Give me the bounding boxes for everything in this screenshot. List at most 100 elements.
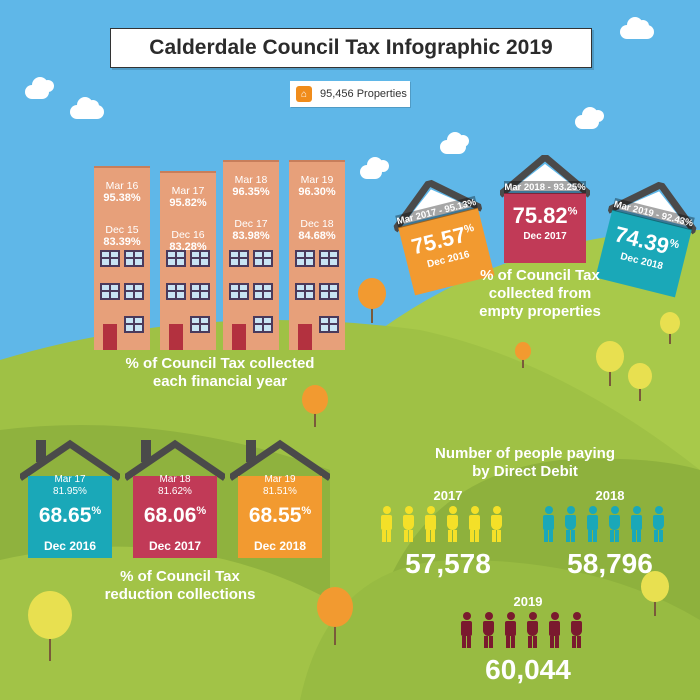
apartment-building: Mar 17 95.82% Dec 16 83.28% <box>160 171 216 350</box>
door-icon <box>169 324 183 350</box>
house-roof-icon <box>500 155 590 263</box>
house-value-row: 68.65% <box>20 504 120 528</box>
person-body <box>447 515 458 530</box>
person-leg <box>448 530 452 542</box>
person-icon <box>542 506 555 542</box>
person-leg <box>588 530 592 542</box>
person-icon <box>630 506 643 542</box>
person-leg <box>453 530 457 542</box>
person-leg <box>467 636 471 648</box>
person-body <box>461 621 472 636</box>
tree-icon <box>515 342 531 360</box>
year-end-percent: 81.51% <box>263 486 297 497</box>
cloud-icon <box>575 107 604 129</box>
window-icon <box>253 316 273 333</box>
group-year: 2018 <box>595 488 625 503</box>
person-leg <box>404 530 408 542</box>
percent-sign: % <box>301 505 312 517</box>
person-leg <box>566 530 570 542</box>
empty-label-line1: % of Council Tax <box>480 267 600 284</box>
person-icon <box>460 612 473 648</box>
person-leg <box>426 530 430 542</box>
reduction-label: % of Council Tax reduction collections <box>70 568 290 604</box>
december-period: Dec 17 <box>234 218 268 230</box>
group-year: 2017 <box>433 488 463 503</box>
window-icon <box>295 250 315 267</box>
collection-label-line1: % of Council Tax collected <box>125 355 315 372</box>
percent-sign: % <box>567 205 578 218</box>
cloud-icon <box>360 157 389 179</box>
year-end-period: Mar 19 <box>264 474 296 485</box>
person-head <box>589 506 597 514</box>
year-end-period: Mar 16 <box>105 180 139 192</box>
person-leg <box>409 530 413 542</box>
person-leg <box>654 530 658 542</box>
person-leg <box>550 636 554 648</box>
direct-debit-group: 2018 58,796 <box>540 488 680 588</box>
person-icon <box>468 506 481 542</box>
person-head <box>529 612 537 620</box>
house-icon: ⌂ <box>296 86 312 102</box>
window-icon <box>229 283 249 300</box>
empty-property-house: Mar 2018 - 93.25% 75.82% Dec 2017 <box>500 155 590 265</box>
person-head <box>463 612 471 620</box>
person-body <box>549 621 560 636</box>
person-body <box>469 515 480 530</box>
person-body <box>403 515 414 530</box>
collection-label: % of Council Tax collected each financia… <box>95 355 345 391</box>
person-leg <box>632 530 636 542</box>
reduction-house: Mar 17 81.95% 68.65% Dec 2016 <box>20 436 120 558</box>
year-end-percent: 96.35% <box>232 186 270 198</box>
reduction-label-line2: reduction collections <box>104 586 256 603</box>
properties-badge: ⌂ 95,456 Properties <box>290 81 410 107</box>
empty-label: % of Council Tax collected from empty pr… <box>455 267 625 321</box>
person-leg <box>555 636 559 648</box>
window-icon <box>124 250 144 267</box>
person-body <box>565 515 576 530</box>
person-head <box>633 506 641 514</box>
reduction-house: Mar 18 81.62% 68.06% Dec 2017 <box>125 436 225 558</box>
door-icon <box>232 324 246 350</box>
door-icon <box>103 324 117 350</box>
person-head <box>611 506 619 514</box>
tree-icon <box>628 363 652 390</box>
december-period: Dec 15 <box>105 224 139 236</box>
person-head <box>551 612 559 620</box>
person-body <box>425 515 436 530</box>
empty-label-line2: collected from <box>488 285 592 302</box>
house-roof-icon <box>391 178 495 296</box>
person-body <box>571 621 582 636</box>
person-icon <box>548 612 561 648</box>
year-end-period: Mar 18 <box>159 474 191 485</box>
person-leg <box>475 530 479 542</box>
person-body <box>587 515 598 530</box>
tree-icon <box>660 312 680 334</box>
group-count: 60,044 <box>485 654 571 685</box>
empty-property-house: Mar 2019 - 92.43% 74.39% Dec 2018 <box>591 172 700 301</box>
window-icon <box>100 283 120 300</box>
window-icon <box>124 316 144 333</box>
person-leg <box>593 530 597 542</box>
house-period: Dec 2016 <box>43 539 97 553</box>
year-end-period: Mar 17 <box>54 474 86 485</box>
percent-sign: % <box>462 221 476 236</box>
person-icon <box>526 612 539 648</box>
person-head <box>449 506 457 514</box>
person-body <box>491 515 502 530</box>
person-body <box>381 515 392 530</box>
house-value: 68.55 <box>248 504 302 527</box>
person-head <box>493 506 501 514</box>
person-head <box>507 612 515 620</box>
tree-icon <box>358 278 386 309</box>
person-leg <box>571 530 575 542</box>
house-value: 75.82 <box>512 203 568 228</box>
person-leg <box>511 636 515 648</box>
person-leg <box>544 530 548 542</box>
year-end-percent: 95.38% <box>103 192 141 204</box>
person-leg <box>497 530 501 542</box>
person-head <box>471 506 479 514</box>
window-icon <box>253 283 273 300</box>
direct-debit-group: 2017 57,578 <box>378 488 518 588</box>
person-head <box>567 506 575 514</box>
